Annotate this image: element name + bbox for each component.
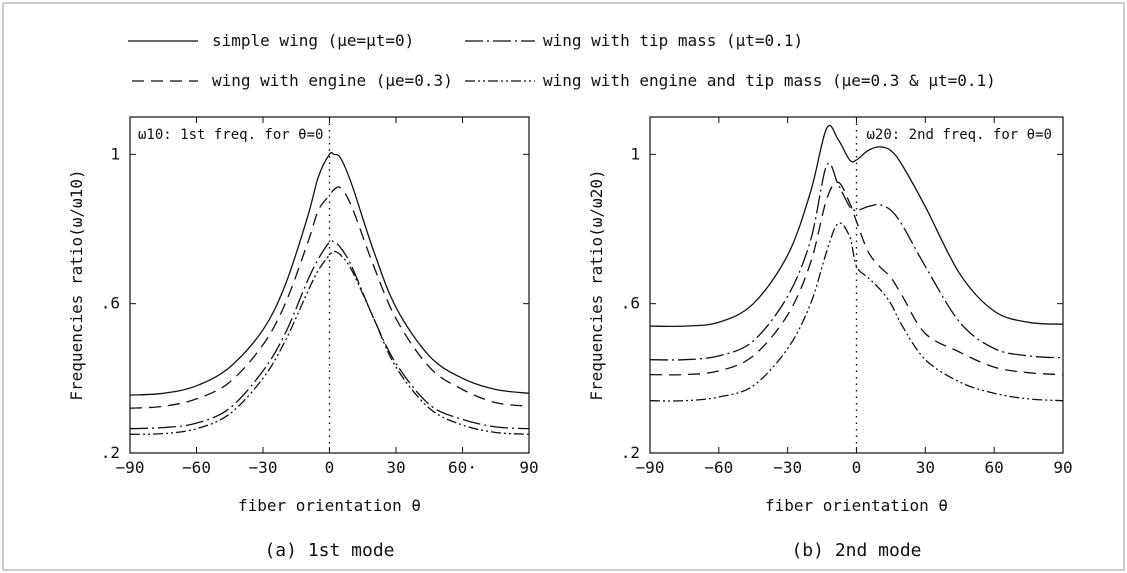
plot-frame — [129, 116, 530, 454]
y-tick-label: 1 — [110, 144, 120, 163]
series-line-dashed — [649, 181, 1064, 376]
legend-item-engine: wing with engine (μe=0.3) — [132, 71, 453, 90]
series-line-dashdotdot — [649, 222, 1064, 402]
panel-caption: (b) 2nd mode — [791, 540, 921, 561]
series-line-dashed — [129, 186, 530, 409]
x-tick-label: 0 — [325, 458, 335, 477]
x-tick-label: −60 — [182, 458, 211, 477]
legend-label-tip-mass: wing with tip mass (μt=0.1) — [543, 31, 803, 50]
y-tick-label: .6 — [621, 294, 640, 313]
series-line-solid — [129, 151, 530, 396]
x-tick-label: 90 — [519, 458, 538, 477]
y-axis-label: Frequencies ratio(ω/ω10) — [67, 169, 86, 400]
legend-item-tip-mass: wing with tip mass (μt=0.1) — [465, 31, 803, 50]
series-line-longdot — [649, 162, 1064, 361]
series-line-longdot — [129, 239, 530, 430]
x-tick-label: 60 — [985, 458, 1004, 477]
y-tick-label: .6 — [101, 294, 120, 313]
legend-item-simple-wing: simple wing (μe=μt=0) — [128, 31, 414, 50]
series-line-solid — [649, 124, 1064, 328]
legend: simple wing (μe=μt=0) wing with tip mass… — [128, 31, 996, 90]
panel-caption: (a) 1st mode — [264, 540, 394, 561]
chart-panel-1st-mode: −90 −60 −30 0 30 60· 90 .2 .6 1 ω10: 1st freq. for… — [67, 116, 539, 561]
y-tick-label: .2 — [101, 443, 120, 462]
x-tick-label: −60 — [704, 458, 733, 477]
annotation-reference-frequency: ω20: 2nd freq. for θ=0 — [867, 127, 1052, 143]
legend-label-engine: wing with engine (μe=0.3) — [212, 71, 453, 90]
x-tick-label: 30 — [386, 458, 405, 477]
x-tick-label: 0 — [852, 458, 862, 477]
y-tick-label: .2 — [621, 443, 640, 462]
plot-frame — [649, 116, 1064, 454]
x-tick-label: −30 — [773, 458, 802, 477]
series-line-dashdotdot — [129, 250, 530, 435]
x-tick-label: 90 — [1053, 458, 1072, 477]
x-tick-label: 30 — [916, 458, 935, 477]
legend-label-engine-tip-mass: wing with engine and tip mass (μe=0.3 & … — [543, 71, 996, 90]
y-tick-label: 1 — [630, 144, 640, 163]
x-tick-label: 60· — [448, 458, 477, 477]
legend-label-simple-wing: simple wing (μe=μt=0) — [212, 31, 414, 50]
y-axis-label: Frequencies ratio(ω/ω20) — [587, 169, 606, 400]
x-axis-label: fiber orientation θ — [238, 496, 421, 515]
x-tick-label: −30 — [249, 458, 278, 477]
legend-item-engine-tip-mass: wing with engine and tip mass (μe=0.3 & … — [465, 71, 996, 90]
annotation-reference-frequency: ω10: 1st freq. for θ=0 — [138, 127, 323, 143]
chart-panel-2nd-mode: −90 −60 −30 0 30 60 90 .2 .6 1 ω20: 2nd freq. for … — [587, 116, 1073, 561]
x-axis-label: fiber orientation θ — [765, 496, 948, 515]
x-tick-label: −90 — [116, 458, 145, 477]
x-tick-label: −90 — [636, 458, 665, 477]
